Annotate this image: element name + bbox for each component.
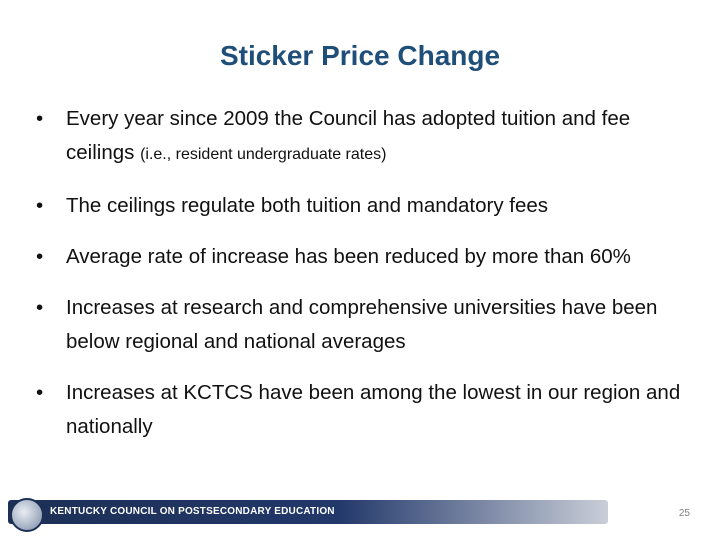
bullet-text: Every year since 2009 the Council has ad… xyxy=(66,107,631,164)
slide-title: Sticker Price Change xyxy=(219,40,501,71)
bullet-item: Average rate of increase has been reduce… xyxy=(36,240,686,274)
bullet-item: Increases at research and comprehensive … xyxy=(36,291,686,359)
page-number: 25 xyxy=(678,508,690,519)
bullet-item: Increases at KCTCS have been among the l… xyxy=(36,376,686,444)
footer-organization: KENTUCKY COUNCIL ON POSTSECONDARY EDUCAT… xyxy=(50,506,335,517)
logo xyxy=(10,498,44,532)
footer-bar xyxy=(8,500,608,524)
bullet-note: (i.e., resident undergraduate rates) xyxy=(140,146,387,163)
bullet-item: Every year since 2009 the Council has ad… xyxy=(36,102,686,172)
bullet-text: Increases at research and comprehensive … xyxy=(66,296,658,353)
bullet-text: Average rate of increase has been reduce… xyxy=(66,245,631,268)
bullet-item: The ceilings regulate both tuition and m… xyxy=(36,189,686,223)
bullet-text: The ceilings regulate both tuition and m… xyxy=(66,194,549,217)
bullet-list: Every year since 2009 the Council has ad… xyxy=(36,102,686,461)
bullet-text: Increases at KCTCS have been among the l… xyxy=(66,381,681,438)
